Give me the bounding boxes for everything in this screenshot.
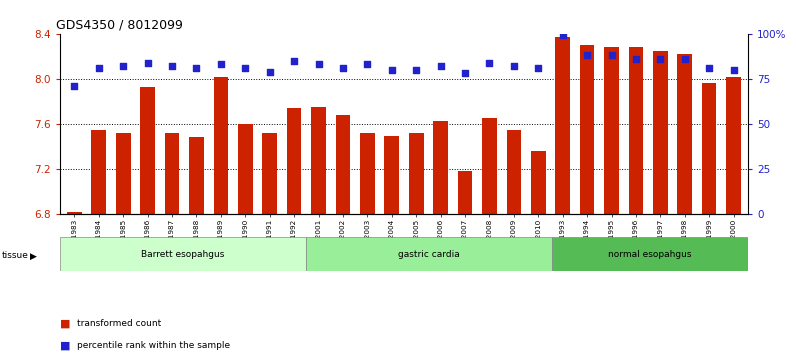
- Bar: [287, 108, 302, 214]
- Point: [385, 67, 398, 73]
- Bar: [506, 130, 521, 214]
- Text: ■: ■: [60, 319, 70, 329]
- Point: [410, 67, 423, 73]
- Bar: [702, 83, 716, 214]
- Bar: [306, 237, 552, 271]
- Point: [287, 58, 300, 64]
- Text: Barrett esopahgus: Barrett esopahgus: [141, 250, 224, 259]
- Point: [483, 60, 496, 65]
- Bar: [213, 76, 228, 214]
- Point: [605, 52, 618, 58]
- Point: [458, 70, 471, 76]
- Bar: [552, 237, 748, 271]
- Text: GDS4350 / 8012099: GDS4350 / 8012099: [57, 18, 183, 31]
- Bar: [458, 171, 472, 214]
- Point: [337, 65, 349, 71]
- Point: [361, 62, 373, 67]
- Bar: [165, 133, 179, 214]
- Point: [508, 63, 521, 69]
- Bar: [67, 212, 82, 214]
- Bar: [360, 133, 375, 214]
- Bar: [433, 120, 448, 214]
- Point: [630, 56, 642, 62]
- Point: [312, 62, 325, 67]
- Point: [728, 67, 740, 73]
- Text: tissue: tissue: [2, 251, 29, 260]
- Point: [214, 62, 227, 67]
- Point: [166, 63, 178, 69]
- Bar: [140, 87, 155, 214]
- Bar: [629, 47, 643, 214]
- Bar: [653, 51, 668, 214]
- Point: [532, 65, 544, 71]
- Point: [263, 69, 276, 74]
- Bar: [92, 130, 106, 214]
- Point: [68, 83, 80, 89]
- Bar: [189, 137, 204, 214]
- Point: [117, 63, 130, 69]
- Bar: [604, 47, 618, 214]
- Text: normal esopahgus: normal esopahgus: [608, 250, 692, 259]
- Text: percentile rank within the sample: percentile rank within the sample: [77, 341, 230, 350]
- Bar: [263, 133, 277, 214]
- Text: ■: ■: [60, 340, 70, 350]
- Bar: [60, 237, 306, 271]
- Text: ▶: ▶: [30, 252, 37, 261]
- Point: [239, 65, 252, 71]
- Point: [556, 33, 569, 38]
- Bar: [482, 118, 497, 214]
- Point: [190, 65, 203, 71]
- Bar: [336, 115, 350, 214]
- Bar: [579, 45, 595, 214]
- Point: [654, 56, 667, 62]
- Text: gastric cardia: gastric cardia: [398, 250, 459, 259]
- Bar: [384, 136, 399, 214]
- Bar: [116, 133, 131, 214]
- Bar: [238, 124, 252, 214]
- Point: [435, 63, 447, 69]
- Point: [92, 65, 105, 71]
- Point: [678, 56, 691, 62]
- Point: [581, 52, 594, 58]
- Bar: [677, 54, 692, 214]
- Bar: [726, 76, 741, 214]
- Bar: [531, 151, 545, 214]
- Bar: [409, 133, 423, 214]
- Bar: [311, 107, 326, 214]
- Bar: [556, 37, 570, 214]
- Point: [703, 65, 716, 71]
- Text: transformed count: transformed count: [77, 319, 162, 329]
- Point: [141, 60, 154, 65]
